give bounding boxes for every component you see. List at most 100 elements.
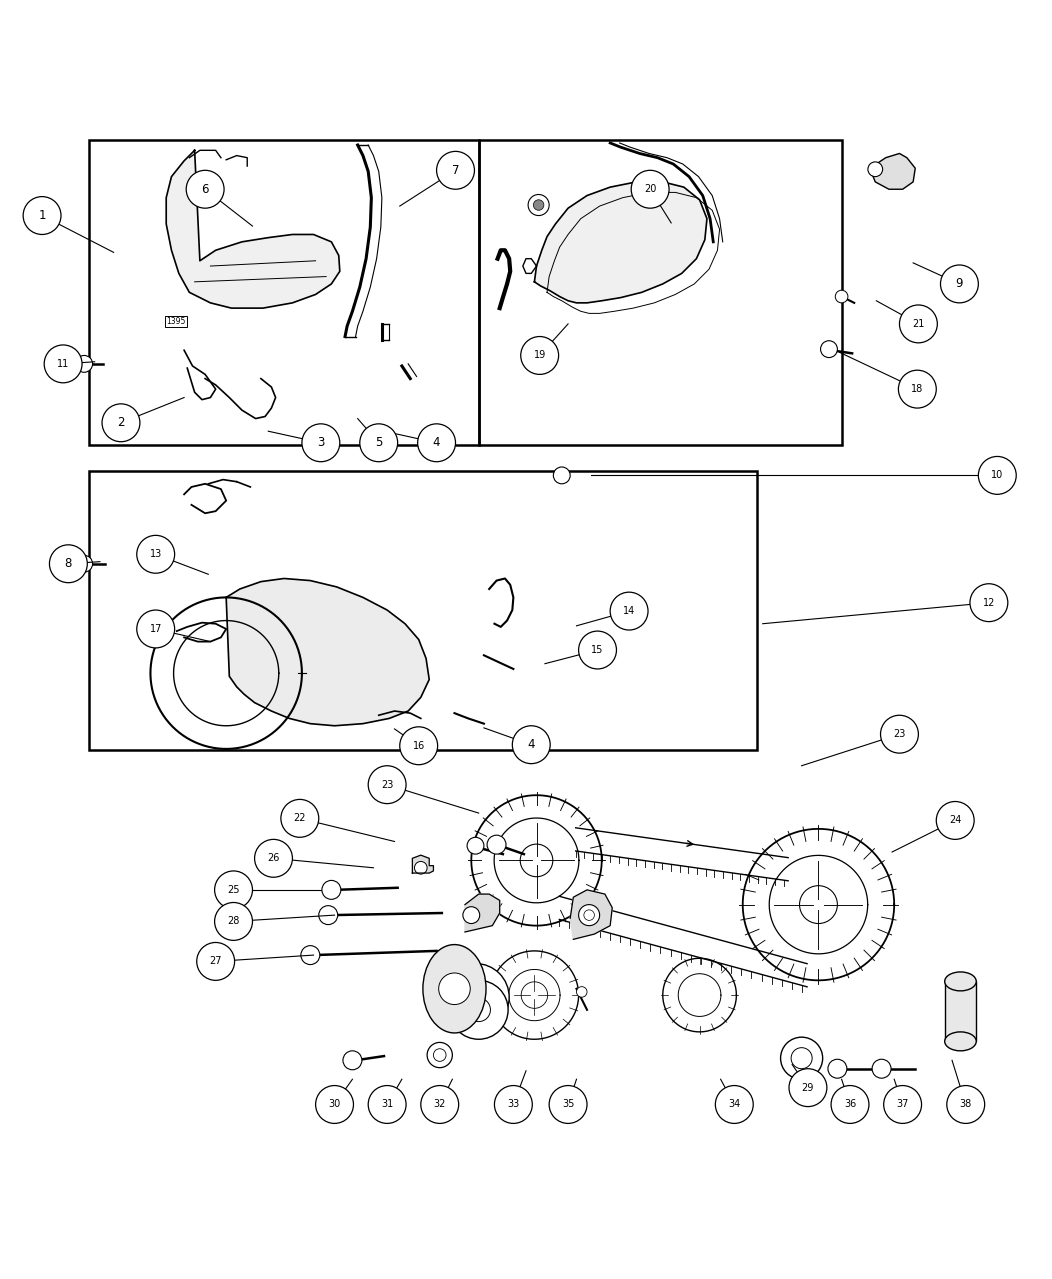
Ellipse shape — [945, 1032, 976, 1051]
Circle shape — [360, 423, 398, 462]
Text: 31: 31 — [381, 1100, 393, 1109]
Circle shape — [137, 536, 175, 573]
Ellipse shape — [945, 972, 976, 991]
Circle shape — [610, 592, 648, 631]
Circle shape — [461, 982, 490, 1013]
Circle shape — [186, 170, 224, 208]
Circle shape — [579, 631, 616, 669]
Text: 30: 30 — [328, 1100, 341, 1109]
Circle shape — [576, 986, 587, 998]
Circle shape — [898, 370, 936, 408]
Circle shape — [319, 906, 338, 925]
Circle shape — [521, 336, 559, 375]
Text: 25: 25 — [227, 885, 240, 895]
Text: 6: 6 — [201, 183, 209, 196]
Circle shape — [789, 1069, 827, 1106]
Text: 9: 9 — [955, 278, 964, 290]
Bar — [479, 139, 842, 445]
Text: 13: 13 — [149, 549, 162, 559]
Text: 29: 29 — [802, 1082, 814, 1092]
Text: 19: 19 — [533, 350, 546, 361]
Text: 10: 10 — [991, 471, 1004, 481]
Text: 23: 23 — [381, 780, 393, 789]
Circle shape — [302, 423, 340, 462]
Circle shape — [781, 1037, 823, 1079]
Polygon shape — [534, 182, 707, 303]
Bar — [945, 981, 976, 1041]
Text: 5: 5 — [375, 436, 383, 449]
Circle shape — [528, 194, 549, 216]
Circle shape — [553, 467, 570, 483]
Polygon shape — [465, 894, 500, 932]
Circle shape — [343, 1051, 362, 1069]
Circle shape — [487, 835, 506, 854]
Ellipse shape — [423, 945, 486, 1033]
Circle shape — [255, 839, 292, 877]
Circle shape — [520, 844, 553, 876]
Circle shape — [631, 170, 669, 208]
Bar — [89, 471, 757, 749]
Circle shape — [76, 356, 93, 372]
Text: 38: 38 — [959, 1100, 972, 1109]
Text: 16: 16 — [412, 741, 425, 751]
Circle shape — [828, 1059, 847, 1078]
Text: 28: 28 — [227, 917, 240, 926]
Text: 17: 17 — [149, 624, 162, 634]
Text: 2: 2 — [117, 416, 125, 430]
Circle shape — [791, 1048, 812, 1069]
Circle shape — [533, 200, 544, 210]
Circle shape — [715, 1086, 753, 1123]
Circle shape — [76, 555, 93, 572]
Circle shape — [835, 290, 848, 303]
Circle shape — [23, 197, 61, 234]
Circle shape — [947, 1086, 985, 1123]
Polygon shape — [570, 890, 612, 939]
Circle shape — [831, 1086, 869, 1123]
Circle shape — [322, 880, 341, 899]
Circle shape — [427, 1042, 452, 1068]
Circle shape — [44, 345, 82, 382]
Text: 11: 11 — [57, 359, 69, 368]
Circle shape — [301, 945, 320, 964]
Text: 24: 24 — [949, 816, 962, 825]
Circle shape — [439, 973, 470, 1004]
Circle shape — [197, 943, 235, 980]
Circle shape — [463, 907, 480, 923]
Text: 35: 35 — [562, 1100, 574, 1109]
Circle shape — [400, 726, 438, 765]
Circle shape — [137, 610, 175, 648]
Circle shape — [868, 162, 883, 177]
Circle shape — [414, 862, 427, 874]
Circle shape — [978, 457, 1016, 494]
Text: 32: 32 — [433, 1100, 446, 1109]
Text: 26: 26 — [267, 853, 280, 863]
Bar — [89, 139, 479, 445]
Circle shape — [467, 998, 490, 1022]
Circle shape — [418, 423, 456, 462]
Circle shape — [936, 802, 974, 839]
Circle shape — [549, 1086, 587, 1123]
Circle shape — [800, 885, 837, 923]
Text: 36: 36 — [844, 1100, 856, 1109]
Text: 14: 14 — [623, 606, 635, 616]
Text: 21: 21 — [912, 318, 925, 329]
Text: 12: 12 — [983, 597, 995, 608]
Text: 15: 15 — [591, 645, 604, 655]
Circle shape — [368, 766, 406, 803]
Text: 1395: 1395 — [166, 317, 185, 326]
Text: 22: 22 — [294, 813, 306, 824]
Text: 4: 4 — [432, 436, 441, 449]
Circle shape — [215, 871, 252, 909]
Circle shape — [215, 903, 252, 940]
Circle shape — [449, 980, 508, 1040]
Circle shape — [821, 340, 837, 358]
Circle shape — [579, 904, 600, 926]
Circle shape — [494, 1086, 532, 1123]
Circle shape — [899, 304, 937, 343]
Text: 33: 33 — [507, 1100, 520, 1109]
Text: 37: 37 — [896, 1100, 909, 1109]
Circle shape — [102, 404, 140, 441]
Circle shape — [421, 1086, 459, 1123]
Circle shape — [512, 725, 550, 764]
Text: 27: 27 — [209, 957, 222, 967]
